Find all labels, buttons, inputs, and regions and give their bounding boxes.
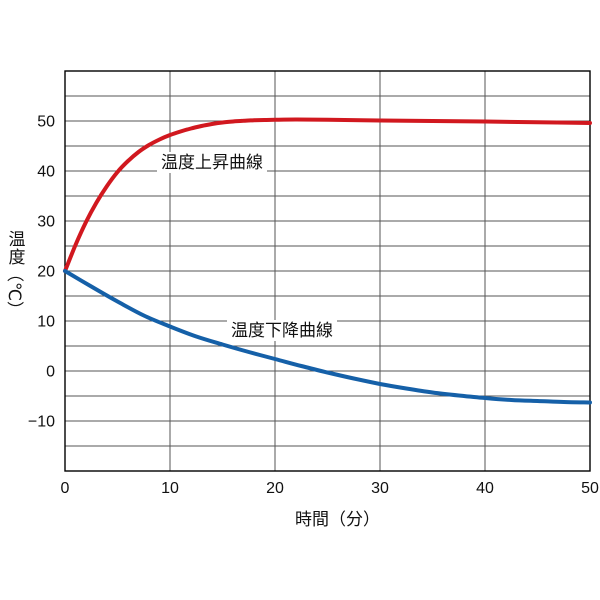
y-tick-label: 50 <box>37 114 55 131</box>
y-tick-label: 30 <box>37 214 55 231</box>
rise-curve <box>63 117 592 273</box>
x-tick-label: 30 <box>371 480 389 497</box>
x-tick-label: 0 <box>61 480 70 497</box>
y-tick-label: 40 <box>37 164 55 181</box>
x-tick-label: 50 <box>581 480 599 497</box>
y-axis-title-kanji: 温度 <box>5 230 25 266</box>
y-tick-label: 10 <box>37 314 55 331</box>
x-tick-label: 10 <box>161 480 179 497</box>
y-tick-label: −10 <box>28 414 55 431</box>
y-tick-label: 0 <box>46 364 55 381</box>
fall-curve <box>63 269 592 405</box>
x-tick-label: 40 <box>476 480 494 497</box>
y-axis-title: 温度 （℃） <box>2 230 28 319</box>
y-tick-label: 20 <box>37 264 55 281</box>
y-axis-title-unit: （℃） <box>5 264 25 319</box>
x-tick-label: 20 <box>266 480 284 497</box>
curve-label-fall: 温度下降曲線 <box>227 320 337 341</box>
curve-label-rise: 温度上昇曲線 <box>157 152 267 173</box>
x-axis-title: 時間（分） <box>295 510 380 529</box>
